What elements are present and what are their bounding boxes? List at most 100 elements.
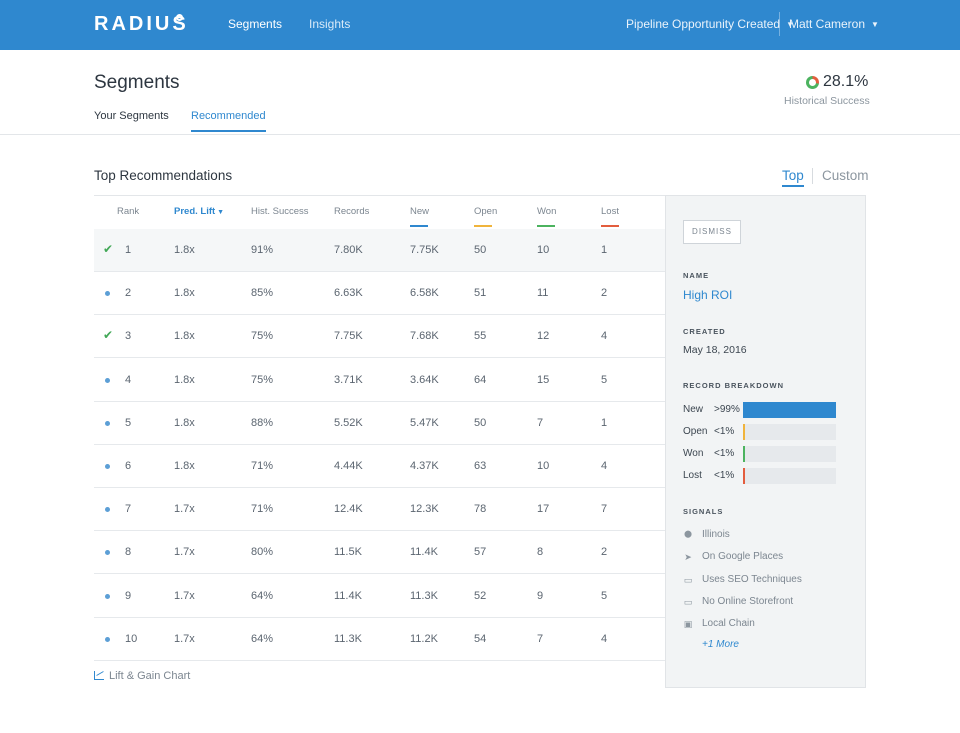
logo-registered-mark	[176, 14, 183, 21]
column-header-pred-lift[interactable]: Pred. Lift ▼	[174, 206, 224, 217]
signal-item: Uses SEO Techniques	[702, 573, 802, 585]
toggle-top[interactable]: Top	[782, 168, 804, 187]
signal-item: Local Chain	[702, 618, 755, 630]
cell-new: 12.3K	[410, 503, 439, 516]
cell-hist-success: 64%	[251, 589, 274, 602]
lift-gain-label: Lift & Gain Chart	[109, 670, 191, 682]
table-row[interactable]: 4 1.8x 75% 3.71K 3.64K 64 15 5	[94, 359, 665, 402]
cell-rank: 6	[125, 460, 132, 472]
laptop-icon: ▭	[683, 574, 693, 585]
pipeline-label: Pipeline Opportunity Created	[626, 17, 781, 31]
cell-new: 3.64K	[410, 373, 439, 386]
cell-new: 11.3K	[410, 589, 438, 602]
status-dot-icon	[105, 593, 110, 599]
table-row[interactable]: 2 1.8x 85% 6.63K 6.58K 51 11 2	[94, 272, 665, 316]
nav-insights[interactable]: Insights	[309, 17, 351, 31]
check-icon: ✔	[103, 242, 114, 256]
cell-pred-lift: 1.8x	[174, 416, 195, 429]
column-header-lost[interactable]: Lost	[601, 206, 619, 217]
cell-new: 11.4K	[410, 546, 438, 559]
cell-won: 15	[537, 373, 550, 386]
cell-rank: 3	[125, 330, 132, 343]
user-menu[interactable]: Matt Cameron ▼	[789, 17, 879, 31]
cell-new: 7.68K	[410, 330, 439, 343]
breakdown-percent: <1%	[714, 426, 735, 437]
cell-records: 3.71K	[334, 373, 363, 386]
status-dot-icon	[105, 636, 110, 642]
column-header-hist-success[interactable]: Hist. Success	[251, 206, 309, 217]
page-title: Segments	[94, 72, 180, 93]
status-dot-icon	[105, 464, 110, 469]
cell-won: 9	[537, 589, 544, 602]
more-signals-link[interactable]: +1 More	[702, 639, 739, 650]
table-row[interactable]: ✔ 3 1.8x 75% 7.75K 7.68K 55 12 4	[94, 315, 665, 359]
cell-hist-success: 85%	[251, 287, 274, 300]
status-dot-icon	[105, 377, 110, 383]
cell-won: 11	[537, 287, 549, 300]
cell-hist-success: 88%	[251, 416, 274, 429]
map-pin-icon: ⬤	[684, 531, 692, 538]
breakdown-bar-track	[743, 446, 836, 462]
status-dot-icon	[105, 507, 110, 513]
column-header-records[interactable]: Records	[334, 206, 370, 217]
segment-name[interactable]: High ROI	[683, 288, 733, 302]
cell-pred-lift: 1.7x	[174, 503, 195, 516]
breakdown-bar-track	[743, 402, 836, 418]
table-row[interactable]: 10 1.7x 64% 11.3K 11.2K 54 7 4	[94, 618, 665, 661]
cell-pred-lift: 1.7x	[174, 589, 195, 602]
lift-gain-chart-link[interactable]: Lift & Gain Chart	[94, 670, 190, 682]
cell-records: 11.5K	[334, 546, 362, 559]
breakdown-bar-fill	[743, 402, 836, 418]
cell-pred-lift: 1.8x	[174, 373, 195, 386]
cell-lost: 5	[601, 373, 608, 386]
tab-recommended[interactable]: Recommended	[191, 110, 266, 132]
top-nav: RADIUS Segments Insights Pipeline Opport…	[0, 0, 960, 50]
cell-lost: 5	[601, 589, 608, 602]
cell-open: 50	[474, 416, 487, 429]
cell-records: 7.75K	[334, 330, 363, 343]
column-color-bar	[410, 225, 428, 227]
cell-open: 54	[474, 632, 487, 645]
historical-success-value: 28.1%	[823, 73, 869, 90]
column-color-bar	[474, 225, 492, 227]
radius-logo[interactable]: RADIUS	[94, 13, 189, 35]
nav-segments[interactable]: Segments	[228, 17, 283, 31]
table-row[interactable]: 5 1.8x 88% 5.52K 5.47K 50 7 1	[94, 402, 665, 445]
laptop-icon: ▭	[683, 596, 693, 607]
dismiss-button[interactable]: DISMISS	[683, 220, 741, 244]
table-row[interactable]: ✔ 1 1.8x 91% 7.80K 7.75K 50 10 1	[94, 229, 665, 272]
cell-records: 4.44K	[334, 460, 363, 472]
table-row[interactable]: 9 1.7x 64% 11.4K 11.3K 52 9 5	[94, 575, 665, 618]
nav-divider	[779, 12, 780, 36]
breakdown-label: Won	[683, 448, 704, 459]
cell-rank: 1	[125, 244, 132, 256]
column-header-won[interactable]: Won	[537, 206, 557, 217]
breakdown-bar-fill	[743, 468, 745, 484]
cell-pred-lift: 1.7x	[174, 546, 195, 559]
pipeline-dropdown[interactable]: Pipeline Opportunity Created ▼	[626, 17, 794, 31]
created-label: CREATED	[683, 327, 726, 336]
cell-lost: 2	[601, 287, 608, 300]
cell-lost: 4	[601, 330, 608, 343]
table-row[interactable]: 7 1.7x 71% 12.4K 12.3K 78 17 7	[94, 488, 665, 532]
toggle-custom[interactable]: Custom	[822, 168, 869, 183]
cell-lost: 1	[601, 416, 608, 429]
cell-pred-lift: 1.8x	[174, 460, 195, 472]
cell-won: 7	[537, 632, 544, 645]
cell-hist-success: 71%	[251, 460, 274, 472]
cell-lost: 7	[601, 503, 608, 516]
table-row[interactable]: 8 1.7x 80% 11.5K 11.4K 57 8 2	[94, 531, 665, 575]
tab-your-segments[interactable]: Your Segments	[94, 110, 169, 122]
cell-rank: 4	[125, 373, 132, 386]
chevron-down-icon: ▼	[786, 20, 795, 29]
breakdown-label: New	[683, 404, 704, 415]
column-header-open[interactable]: Open	[474, 206, 498, 217]
table-row[interactable]: 6 1.8x 71% 4.44K 4.37K 63 10 4	[94, 445, 665, 488]
chevron-down-icon: ▼	[871, 20, 879, 29]
column-header-label: Pred. Lift	[174, 206, 216, 217]
column-header-rank[interactable]: Rank	[117, 206, 140, 217]
status-dot-icon	[105, 420, 110, 426]
status-dot-icon	[105, 550, 110, 556]
column-header-new[interactable]: New	[410, 206, 430, 217]
signal-item: Illinois	[702, 529, 730, 540]
